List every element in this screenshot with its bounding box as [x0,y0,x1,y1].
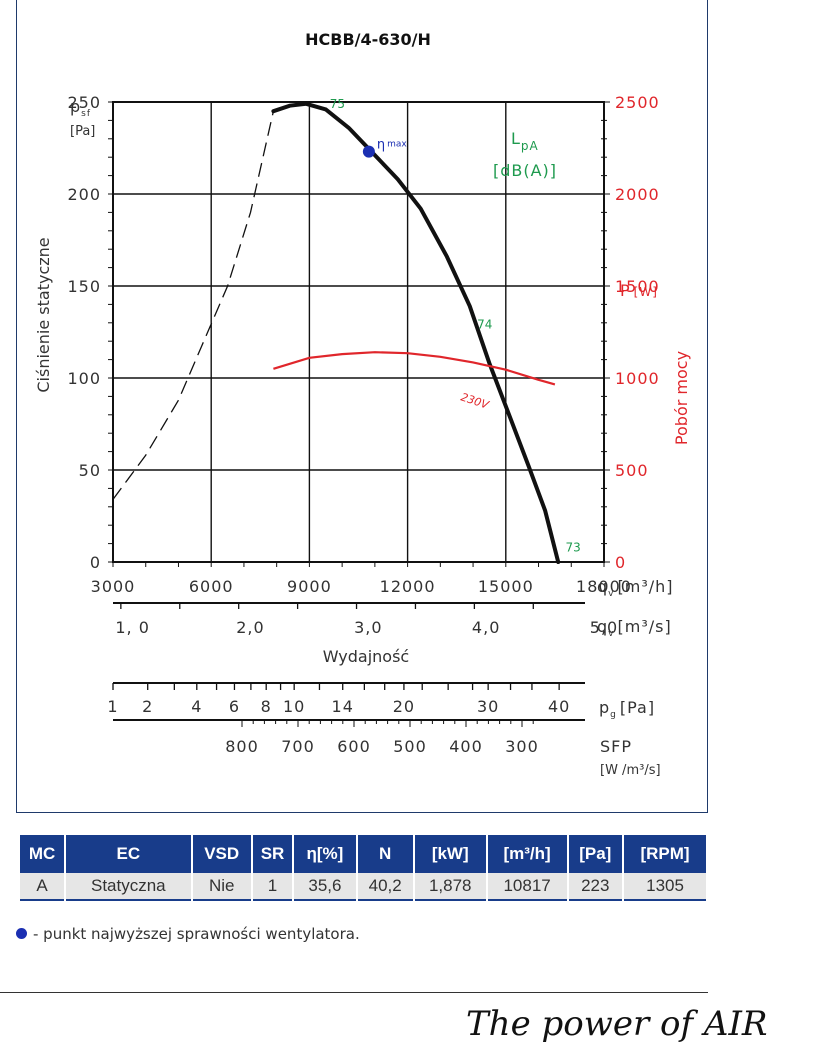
table-header-cell: EC [66,835,191,873]
pg-tick-label: 40 [548,697,570,716]
table-header-cell: [Pa] [568,835,623,873]
m3s-axis-symbol: qv [m³/s] [597,617,672,639]
chart-title: HCBB/4-630/H [305,30,431,49]
m3s-tick-label: 3,0 [354,618,382,637]
table-cell: 1,878 [414,873,486,901]
y2-axis-label: Pobór mocy [672,351,691,445]
y2-tick-label: 0 [615,553,626,572]
sfp-tick-label: 600 [337,737,371,756]
pg-tick-label: 1 [107,697,118,716]
y-axis-unit: [Pa] [70,124,95,139]
table-header-cell: η[%] [294,835,356,873]
table-cell: A [20,873,65,901]
table-header-cell: MC [20,835,65,873]
table-header-cell: N [357,835,413,873]
table-header-cell: [kW] [414,835,486,873]
chart-marks [112,101,561,564]
table-header-cell: VSD [192,835,251,873]
x-axis-label: Wydajność [323,647,409,666]
pg-tick-label: 30 [477,697,499,716]
x-axis-symbol: qv [m³/h] [597,577,674,599]
y2-axis-symbol: P [W] [620,281,658,300]
table-row: A Statyczna Nie 1 35,6 40,2 1,878 10817 223 1305 [20,873,706,901]
table-header-cell: [m³/h] [487,835,567,873]
y-axis-label: Ciśnienie statyczne [34,237,53,392]
table-header-cell: [RPM] [624,835,706,873]
eta-max-label: η max [377,138,408,153]
m3s-tick-label: 1, 0 [115,618,150,637]
y-tick-label: 200 [67,185,101,204]
eta-max-point [362,145,375,158]
lpa-unit: [dB(A)] [493,161,557,180]
sound-level-label: 73 [565,540,580,554]
x-tick-label: 3000 [91,577,136,596]
pg-tick-label: 8 [261,697,272,716]
y-tick-label: 250 [67,93,101,112]
lpa-symbol: LpA [511,129,539,153]
legend: - punkt najwyższej sprawności wentylator… [16,925,360,943]
y2-tick-label: 2500 [615,93,660,112]
y-tick-label: 50 [79,461,101,480]
series-pressure-line [271,101,561,564]
m3s-tick-label: 4,0 [472,618,500,637]
sound-level-label: 75 [330,97,345,111]
x-tick-label: 15000 [478,577,534,596]
x-tick-label: 6000 [189,577,234,596]
table-cell: 35,6 [294,873,356,901]
pg-tick-label: 14 [332,697,354,716]
x-tick-label: 18000 [576,577,632,596]
pg-tick-label: 6 [229,697,240,716]
table-cell: 223 [568,873,623,901]
sfp-axis-symbol: SFP [600,737,632,756]
table-cell: 1305 [624,873,706,901]
series-power-line [273,351,556,386]
x-tick-label: 12000 [380,577,436,596]
series-pressure-dashed-line [112,111,275,500]
table-cell: Statyczna [66,873,191,901]
axis-labels: 3000 6000 9000 12000 15000 180000501001502002… [34,93,691,778]
y-tick-label: 100 [67,369,101,388]
y-tick-label: 150 [67,277,101,296]
footer-divider [0,992,708,993]
sfp-tick-label: 300 [505,737,539,756]
series-label-230v: 230V [459,390,492,412]
table-header-cell: SR [252,835,293,873]
m3s-tick-label: 2,0 [236,618,264,637]
brand-slogan: The power of AIR [466,1004,768,1044]
y-tick-label: 0 [90,553,101,572]
pg-tick-label: 20 [393,697,415,716]
plot-area [112,101,605,563]
x-tick-label: 9000 [287,577,332,596]
sfp-tick-label: 700 [281,737,315,756]
y2-tick-label: 500 [615,461,649,480]
table-header-row: MC EC VSD SR η[%] N [kW] [m³/h] [Pa] [RPM] [20,835,706,873]
table-body: A Statyczna Nie 1 35,6 40,2 1,878 10817 223 1305 [20,873,706,901]
fan-chart: HCBB/4-630/H 3000 6000 9000 12000 15000 18000… [34,30,691,778]
y-axis-symbol: psf [70,97,91,119]
sound-level-label: 74 [477,318,492,332]
table-cell: 1 [252,873,293,901]
table-cell: 40,2 [357,873,413,901]
pg-tick-label: 2 [142,697,153,716]
pg-tick-label: 4 [191,697,202,716]
grid [108,101,610,727]
sfp-tick-label: 800 [225,737,259,756]
table-cell: Nie [192,873,251,901]
y2-tick-label: 1000 [615,369,660,388]
sfp-tick-label: 400 [449,737,483,756]
m3s-tick-label: 5,0 [590,618,618,637]
table-cell: 10817 [487,873,567,901]
chart-frame [16,0,708,813]
eta-point-icon [16,928,27,939]
legend-text: - punkt najwyższej sprawności wentylator… [33,925,360,943]
sfp-tick-label: 500 [393,737,427,756]
parameters-table: MC EC VSD SR η[%] N [kW] [m³/h] [Pa] [RPM] A Staty… [18,835,708,901]
y2-tick-label: 1500 [615,277,660,296]
pg-axis-symbol: pg [Pa] [599,698,655,720]
pg-tick-label: 10 [283,697,305,716]
sfp-axis-unit: [W /m³/s] [600,763,661,778]
y2-tick-label: 2000 [615,185,660,204]
